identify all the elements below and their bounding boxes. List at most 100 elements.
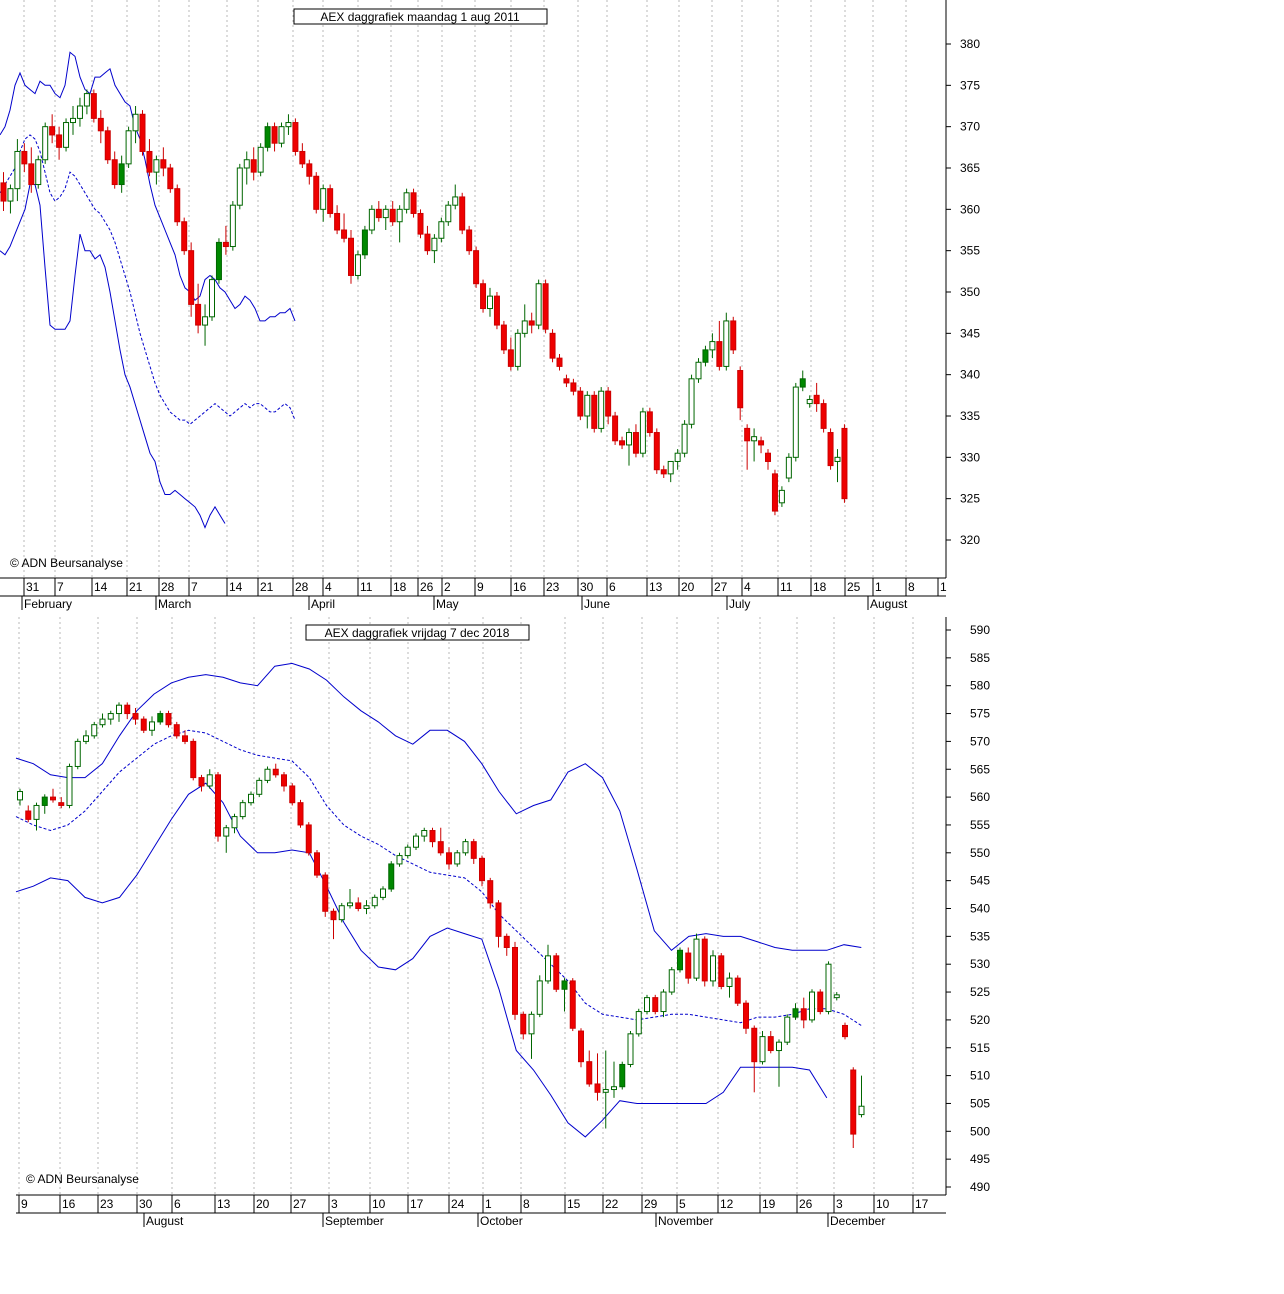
candle xyxy=(223,824,230,853)
day-label: 26 xyxy=(799,1197,813,1211)
candle-body xyxy=(744,427,751,442)
candle xyxy=(190,738,197,781)
candle-body xyxy=(229,204,236,248)
candle xyxy=(820,399,827,433)
candle-body xyxy=(594,1083,601,1093)
candle xyxy=(429,827,436,848)
candle-body xyxy=(569,980,576,1029)
candle xyxy=(549,329,556,363)
day-label: 18 xyxy=(813,580,827,594)
candle xyxy=(479,855,485,887)
day-label: 23 xyxy=(546,580,560,594)
candle xyxy=(487,877,494,909)
candle-body xyxy=(278,126,285,144)
candle xyxy=(545,944,551,984)
bollinger-lower-line xyxy=(15,782,828,1138)
month-label: July xyxy=(729,597,750,611)
candle xyxy=(63,118,70,152)
candle-body xyxy=(536,980,543,1015)
month-label: November xyxy=(658,1214,713,1228)
month-label: May xyxy=(436,597,459,611)
candle xyxy=(28,147,35,193)
chart-title: AEX daggrafiek vrijdag 7 dec 2018 xyxy=(325,626,510,640)
candle-body xyxy=(718,955,725,987)
day-label: 3 xyxy=(836,1197,843,1211)
day-label: 29 xyxy=(644,1197,658,1211)
candle-body xyxy=(76,105,83,119)
candle xyxy=(653,428,660,474)
chart-2011: 320325330335340345350355360365370375380 … xyxy=(0,0,980,611)
candle xyxy=(677,947,683,973)
candle xyxy=(0,172,7,211)
candle-body xyxy=(542,283,549,330)
candle xyxy=(111,151,118,189)
candle-body xyxy=(584,394,591,417)
candle xyxy=(99,713,106,728)
candle xyxy=(743,1000,749,1034)
candle-body xyxy=(693,938,700,979)
candle-body xyxy=(771,473,778,512)
candle xyxy=(354,250,361,280)
candle xyxy=(594,1053,601,1101)
candle-body xyxy=(107,713,114,720)
candle xyxy=(681,420,688,458)
candle xyxy=(250,147,257,181)
candle-body xyxy=(306,163,313,177)
candle xyxy=(520,1011,527,1040)
candle xyxy=(90,89,97,123)
day-label: 6 xyxy=(609,580,616,594)
candle xyxy=(257,143,264,177)
candle-body xyxy=(833,994,840,999)
candle xyxy=(209,275,215,321)
price-axis: 320 325 330 335 340 345 350 355 360 365 370 375 380 xyxy=(945,0,980,578)
candle xyxy=(355,897,362,912)
candle-body xyxy=(305,824,312,854)
candle-body xyxy=(139,113,146,152)
candle-body xyxy=(272,768,279,776)
candle-body xyxy=(431,237,438,252)
candle xyxy=(41,794,48,814)
candle-body xyxy=(646,411,653,434)
candle xyxy=(215,772,221,842)
candle-body xyxy=(487,880,494,904)
candle-body xyxy=(153,159,160,173)
candle xyxy=(417,209,424,239)
candle-body xyxy=(723,320,730,367)
price-tick-label: 340 xyxy=(960,368,980,382)
candle xyxy=(248,791,254,806)
candle-body xyxy=(709,341,716,351)
candle-body xyxy=(570,382,577,392)
candle xyxy=(264,122,271,152)
candle xyxy=(281,772,287,792)
candle-body xyxy=(602,1089,609,1093)
month-label: June xyxy=(584,597,610,611)
day-label: 9 xyxy=(21,1197,28,1211)
candle xyxy=(626,428,632,466)
candle xyxy=(751,1025,758,1093)
candle xyxy=(759,1031,766,1065)
candle-body xyxy=(289,785,296,804)
candle xyxy=(341,213,348,243)
day-label: 12 xyxy=(720,1197,734,1211)
candle-body xyxy=(734,977,741,1004)
candle xyxy=(778,486,785,507)
candle-body xyxy=(198,777,205,787)
candle xyxy=(297,799,304,828)
candle xyxy=(858,1075,865,1118)
candle-body xyxy=(338,905,345,921)
candle xyxy=(289,783,296,806)
candle-body xyxy=(99,718,106,726)
candle xyxy=(271,122,278,152)
candle-body xyxy=(841,427,848,500)
candle xyxy=(56,126,63,160)
day-label: 20 xyxy=(681,580,695,594)
candle-body xyxy=(556,357,563,367)
candle xyxy=(726,972,733,998)
candle-body xyxy=(765,452,771,462)
candle-body xyxy=(281,774,287,787)
candle-body xyxy=(236,167,243,206)
candle xyxy=(371,894,378,909)
candle-body xyxy=(157,713,164,723)
candle xyxy=(776,1039,782,1087)
day-label: 13 xyxy=(217,1197,231,1211)
